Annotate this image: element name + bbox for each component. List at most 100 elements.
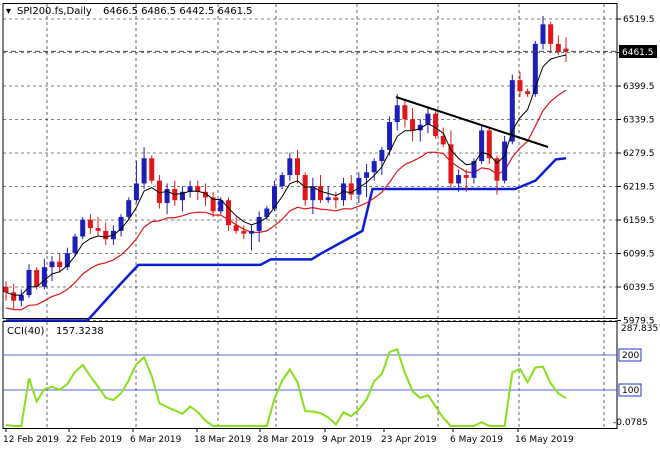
- candle-body: [248, 230, 254, 234]
- price-panel-frame: [2, 3, 618, 319]
- date-tick-label: 28 Mar 2019: [257, 435, 314, 445]
- cci-value-label: 157.3238: [56, 326, 104, 337]
- candle-body: [333, 197, 339, 201]
- candle-body: [440, 135, 446, 145]
- candle-body: [164, 189, 170, 203]
- date-tick-label: 6 Mar 2019: [130, 435, 182, 445]
- cci-panel-frame: [2, 321, 618, 429]
- cci-level-200-tag: 200: [618, 348, 642, 362]
- date-tick-label: 6 May 2019: [450, 435, 503, 445]
- candle-body: [34, 269, 40, 287]
- candle-body: [149, 158, 155, 181]
- candle-body: [486, 130, 492, 159]
- date-tick-label: 18 Mar 2019: [194, 435, 251, 445]
- candle-body: [11, 292, 17, 301]
- candle-body: [41, 267, 47, 287]
- candle-body: [318, 186, 324, 201]
- candle-body: [103, 230, 109, 240]
- candle-body: [87, 219, 93, 229]
- candle-body: [49, 261, 55, 268]
- time-axis: 12 Feb 2019 22 Feb 2019 6 Mar 2019 18 Mar 2…: [3, 428, 574, 445]
- candle-body: [64, 253, 70, 268]
- candle-body: [3, 286, 9, 293]
- date-tick-label: 16 May 2019: [515, 435, 574, 445]
- current-price-value: 6461.5: [622, 48, 654, 58]
- candle-body: [456, 175, 462, 184]
- candle-body: [517, 80, 523, 92]
- candle-body: [410, 119, 416, 131]
- cci-min-label: -0.0785: [613, 418, 648, 428]
- candle-body: [402, 105, 408, 120]
- candle-body: [256, 216, 262, 231]
- candle-body: [287, 158, 293, 176]
- candle-body: [509, 80, 515, 142]
- candle-body: [202, 191, 208, 198]
- candle-body: [156, 180, 162, 203]
- cci-max-label: 287.8357: [621, 324, 660, 334]
- ohlc-label: 6466.5 6486.5 6442.5 6461.5: [103, 6, 253, 17]
- date-tick-label: 23 Apr 2019: [381, 435, 437, 445]
- candle-body: [364, 172, 370, 178]
- candle-body: [233, 225, 239, 231]
- candle-body: [179, 191, 185, 201]
- candle-body: [271, 186, 277, 209]
- chart-symbol-label: SPI200.fs,Daily: [17, 6, 92, 17]
- date-tick-label: 22 Feb 2019: [66, 435, 122, 445]
- candle-body: [118, 216, 124, 231]
- candle-body: [133, 183, 139, 201]
- candle-body: [448, 144, 454, 184]
- candle-body: [126, 200, 132, 217]
- cci-line: [5, 347, 567, 427]
- candle-body: [195, 186, 201, 192]
- candle-body: [18, 295, 24, 301]
- candle-body: [532, 43, 538, 95]
- candle-body: [379, 149, 385, 162]
- candle-body: [417, 124, 423, 131]
- candle-body: [394, 105, 400, 123]
- trend-line[interactable]: [395, 96, 549, 148]
- candle-body: [563, 48, 569, 52]
- price-tick-label: 6339.5: [623, 116, 655, 126]
- fast-moving-average: [5, 54, 567, 296]
- cci-name-label: CCI(40): [7, 326, 45, 337]
- price-tick-label: 6219.5: [623, 183, 655, 193]
- candle-body: [371, 161, 377, 173]
- candle-body: [494, 158, 500, 181]
- candle-body: [502, 141, 508, 181]
- candle-body: [225, 200, 231, 226]
- date-tick-label: 9 Apr 2019: [322, 435, 372, 445]
- candle-body: [295, 158, 301, 176]
- candle-body: [310, 186, 316, 201]
- candle-body: [540, 24, 546, 44]
- candle-body: [279, 175, 285, 187]
- candle-body: [26, 269, 32, 296]
- price-tick-label: 6099.5: [623, 250, 655, 260]
- price-tick-label: 6279.5: [623, 149, 655, 159]
- candle-body: [218, 200, 224, 212]
- candle-body: [463, 175, 469, 178]
- candle-body: [525, 91, 531, 95]
- candle-body: [555, 43, 561, 53]
- candle-body: [264, 208, 270, 217]
- price-axis: 6519.56459.56399.56339.56279.56219.56159…: [617, 15, 655, 327]
- current-price-tag: 6461.5: [619, 45, 657, 58]
- price-tick-label: 6519.5: [623, 15, 655, 25]
- price-tick-label: 5979.5: [623, 317, 655, 327]
- cci-level-100-label: 100: [622, 386, 639, 396]
- slow-moving-average: [5, 89, 567, 311]
- candle-body: [325, 197, 331, 201]
- price-tick-label: 6399.5: [623, 82, 655, 92]
- price-tick-label: 6159.5: [623, 216, 655, 226]
- symbol-menu-arrow[interactable]: ▾: [6, 6, 11, 17]
- candle-body: [425, 113, 431, 125]
- price-tick-label: 6039.5: [623, 283, 655, 293]
- candle-body: [479, 130, 485, 162]
- candle-body: [57, 261, 63, 268]
- candle-body: [356, 177, 362, 195]
- candle-body: [471, 161, 477, 178]
- trailing-stop-line: [6, 157, 567, 322]
- candle-body: [548, 24, 554, 44]
- candle-body: [348, 183, 354, 195]
- cci-level-200-label: 200: [622, 351, 639, 361]
